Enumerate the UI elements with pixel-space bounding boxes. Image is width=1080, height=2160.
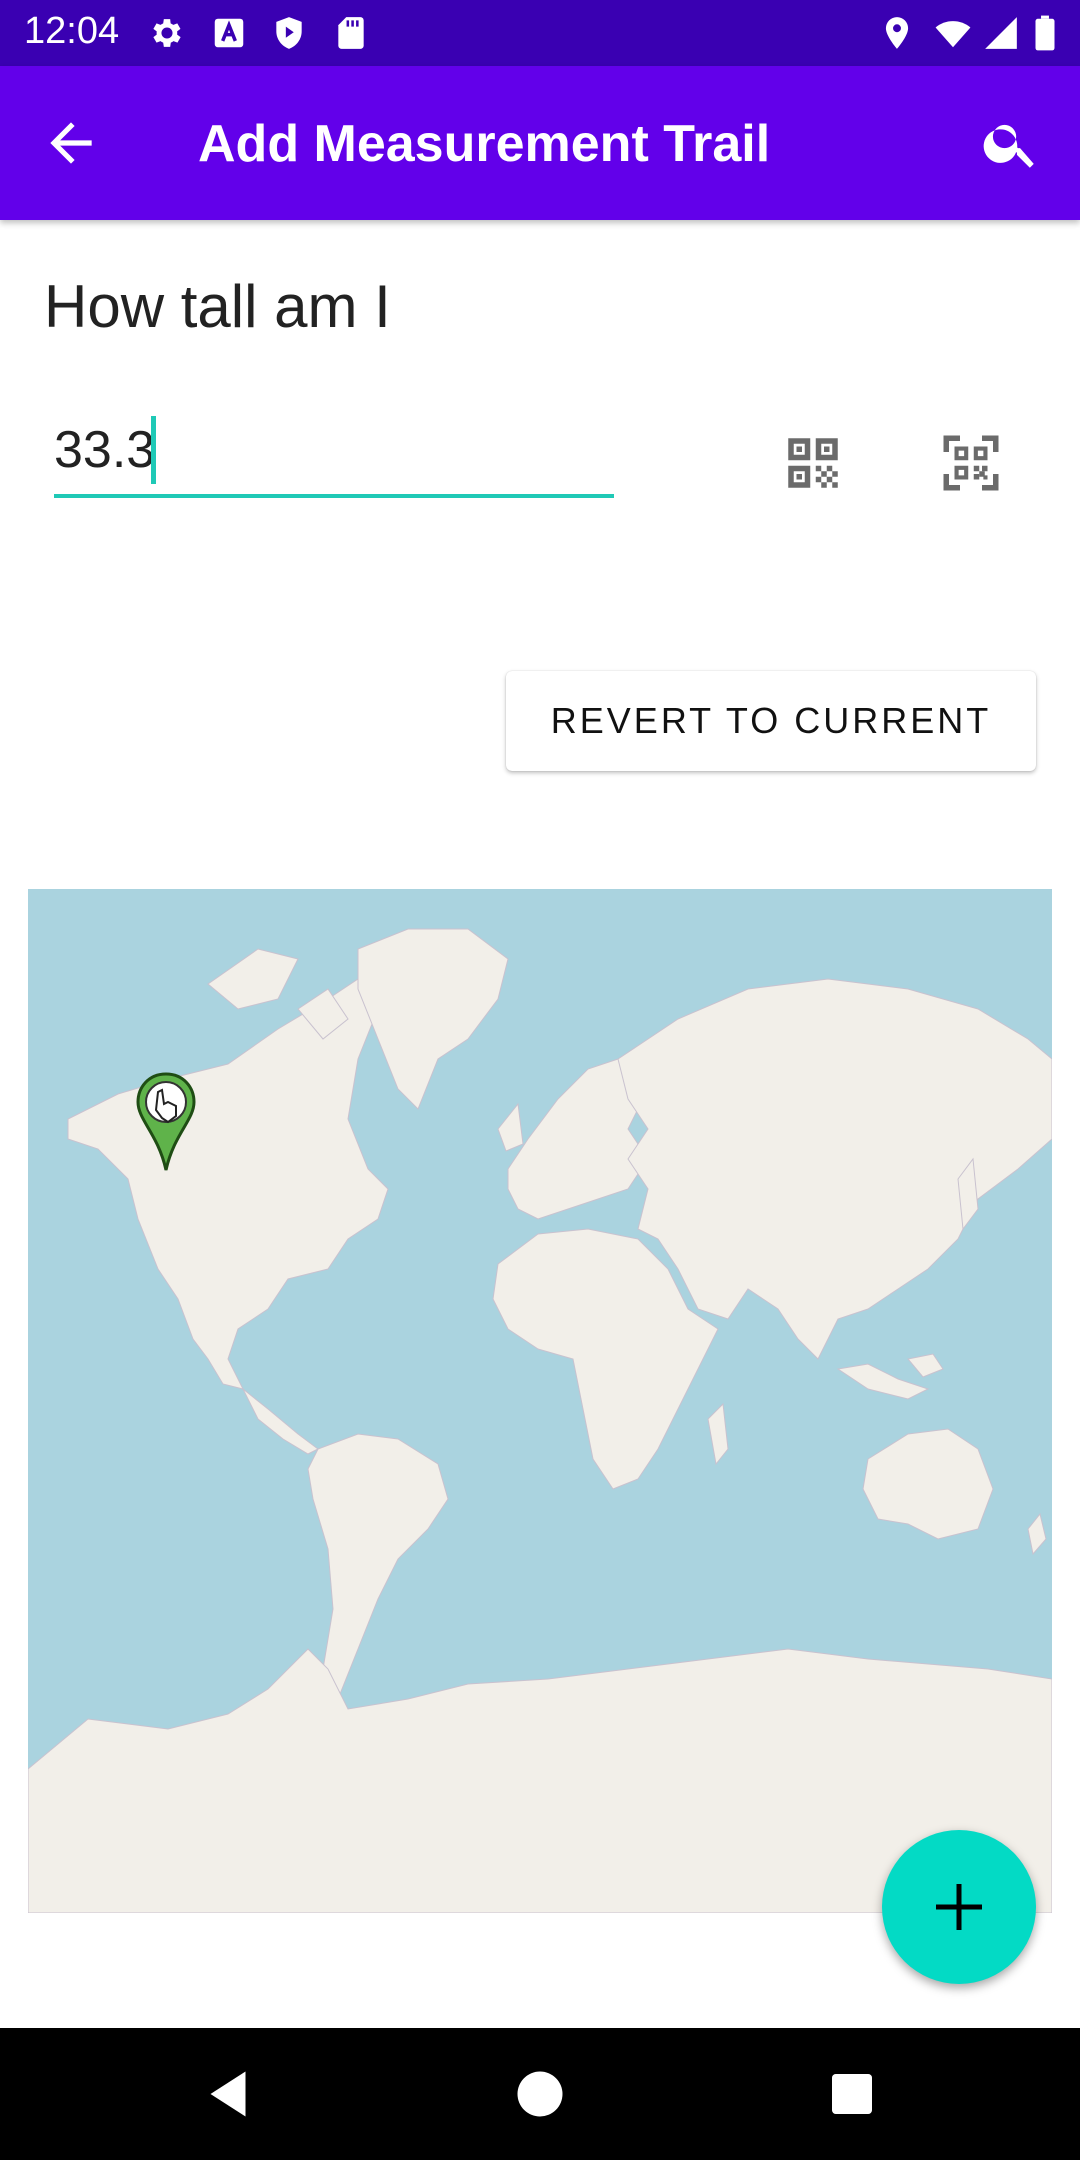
value-input[interactable]: 33.3 bbox=[54, 412, 614, 498]
text-cursor bbox=[151, 416, 156, 484]
home-circle-icon[interactable] bbox=[510, 2064, 570, 2124]
location-icon bbox=[878, 14, 916, 52]
back-triangle-icon[interactable] bbox=[198, 2064, 258, 2124]
world-map[interactable] bbox=[28, 889, 1052, 1913]
app-bar: Add Measurement Trail bbox=[0, 66, 1080, 220]
status-bar: 12:04 bbox=[0, 0, 1080, 66]
trail-name-label: How tall am I bbox=[44, 273, 391, 340]
signal-icon bbox=[982, 14, 1020, 52]
font-icon bbox=[210, 14, 248, 52]
add-fab-button[interactable] bbox=[882, 1830, 1036, 1984]
sd-card-icon bbox=[332, 14, 370, 52]
qr-code-icon[interactable] bbox=[780, 430, 846, 496]
value-input-text: 33.3 bbox=[54, 421, 156, 479]
search-icon[interactable] bbox=[980, 112, 1042, 174]
revert-to-current-button[interactable]: REVERT TO CURRENT bbox=[506, 671, 1036, 771]
arrow-back-icon[interactable] bbox=[40, 112, 102, 174]
wifi-icon bbox=[934, 14, 972, 52]
settings-icon bbox=[148, 14, 186, 52]
battery-icon bbox=[1030, 14, 1060, 52]
page-title: Add Measurement Trail bbox=[198, 115, 771, 173]
qr-scan-icon[interactable] bbox=[938, 430, 1004, 496]
play-protect-icon bbox=[270, 14, 308, 52]
plus-icon bbox=[936, 1884, 982, 1930]
status-time: 12:04 bbox=[24, 10, 120, 52]
system-nav-bar bbox=[0, 2028, 1080, 2160]
recents-square-icon[interactable] bbox=[822, 2064, 882, 2124]
map-marker bbox=[136, 1072, 196, 1171]
